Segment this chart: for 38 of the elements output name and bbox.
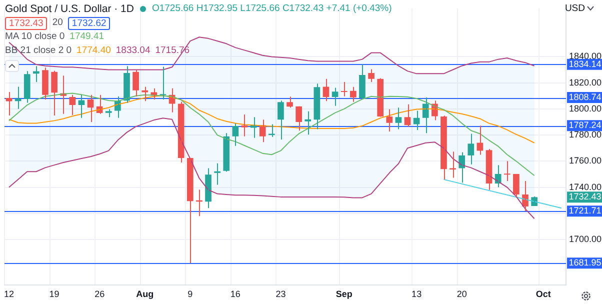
annotation: O1725.66 H1732.95 L1725.66 C1732.43 +7.41 (+0.43%) (152, 2, 392, 16)
y-tick-label: 1780.00 (569, 130, 602, 140)
x-tick-label: 16 (230, 289, 240, 300)
ref-line-label: 1787.24 (568, 120, 602, 130)
x-tick-label: 19 (49, 289, 60, 300)
x-tick-label: Aug (136, 289, 154, 300)
ref-line-label: 1808.74 (568, 92, 602, 102)
x-tick-label: 20 (456, 289, 467, 300)
chart-title: Gold Spot / U.S. Dollar · 1D (5, 2, 134, 16)
annotation: 20 (52, 16, 63, 30)
candlestick (105, 108, 112, 118)
y-tick-label: 1840.00 (569, 51, 602, 62)
x-tick-label: Oct (536, 289, 551, 300)
x-tick-label: 13 (412, 289, 422, 300)
annotation: BB 21 close 2 0 (5, 44, 72, 58)
x-tick-label: 12 (4, 289, 14, 300)
x-tick-label: 23 (276, 289, 286, 300)
y-tick-label: 1820.00 (569, 77, 602, 88)
annotation: 1732.62 (68, 16, 110, 30)
x-tick-label: 26 (94, 289, 105, 300)
ref-line-label: 1834.14 (568, 58, 602, 69)
annotation: 1732.43 (5, 16, 48, 30)
annotation: MA 10 close 0 (5, 30, 65, 44)
ref-line-label: 1681.95 (568, 258, 602, 268)
x-tick-label: Sep (336, 289, 353, 300)
candlestick (268, 124, 275, 138)
y-tick-label: 1740.00 (569, 182, 602, 192)
annotation: USD (564, 3, 585, 14)
x-tick-label: 9 (188, 289, 193, 300)
candlestick (450, 151, 456, 178)
annotation: 1732.43 (568, 192, 602, 202)
annotation: 1833.04 (116, 44, 150, 58)
y-tick-label: 1700.00 (569, 234, 602, 244)
ref-line-label: 1721.71 (568, 206, 602, 216)
y-tick-label: 1760.00 (569, 156, 602, 166)
annotation: 1774.40 (76, 44, 111, 58)
y-tick-label: 1800.00 (569, 103, 602, 114)
annotation: 1749.41 (70, 30, 104, 44)
